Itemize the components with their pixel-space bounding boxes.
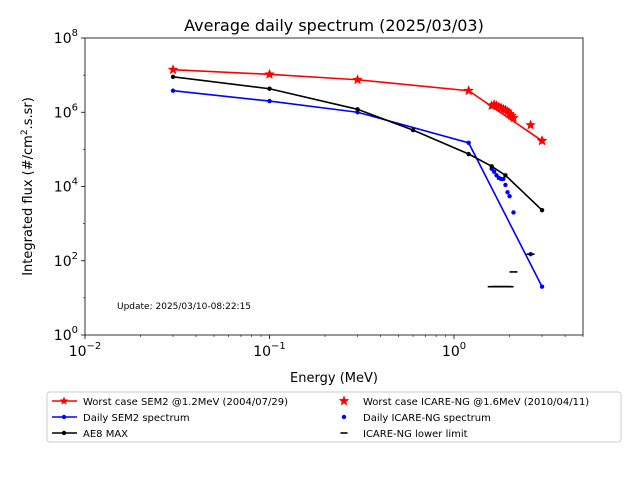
tick-exponent: −1: [271, 341, 286, 352]
data-point-dot: [466, 151, 471, 157]
data-layer: [167, 63, 548, 289]
legend-entry: Daily SEM2 spectrum: [52, 413, 190, 424]
tick-base: 10: [69, 344, 87, 360]
y-label-part: Integrated flux (#/cm: [21, 135, 36, 276]
y-tick-label: 108: [54, 28, 78, 47]
series-line: [172, 89, 543, 288]
data-point-dot: [170, 88, 176, 93]
data-point-dot: [170, 74, 176, 80]
tick-exponent: 6: [72, 102, 78, 113]
legend: Worst case SEM2 @1.2MeV (2004/07/29) Dail…: [46, 391, 622, 443]
legend-marker: [338, 395, 350, 406]
data-point-dot: [539, 207, 545, 213]
legend-entry: ICARE-NG lower limit: [340, 429, 468, 440]
tick-base: 10: [442, 344, 460, 360]
data-point-dot: [511, 210, 516, 215]
legend-label: Worst case SEM2 @1.2MeV (2004/07/29): [83, 397, 288, 408]
legend-marker: [341, 414, 347, 420]
legend-marker: [61, 414, 67, 420]
legend-label: Worst case ICARE-NG @1.6MeV (2010/04/11): [363, 397, 589, 408]
y-label-superscript: 2: [20, 129, 30, 135]
data-point-star: [536, 135, 548, 146]
data-point-star: [167, 63, 179, 75]
x-tick-label: 100: [442, 341, 466, 360]
legend-entry: Worst case ICARE-NG @1.6MeV (2010/04/11): [338, 395, 589, 408]
data-point-dot: [503, 182, 508, 188]
data-point-star: [264, 68, 275, 79]
legend-frame: [46, 391, 622, 443]
x-axis-label: Energy (MeV): [290, 371, 378, 386]
legend-label: Daily SEM2 spectrum: [83, 413, 190, 424]
tick-base: 10: [54, 254, 72, 270]
x-tick-label: 10−2: [69, 341, 102, 360]
y-tick-label: 104: [54, 177, 78, 196]
data-point-dot: [466, 140, 471, 146]
y-tick-label: 106: [54, 102, 78, 121]
data-point-dot: [489, 164, 494, 169]
data-point-dot: [501, 176, 506, 182]
data-point-dot: [505, 190, 510, 195]
legend-entry: Worst case SEM2 @1.2MeV (2004/07/29): [52, 396, 288, 408]
legend-label: ICARE-NG lower limit: [363, 429, 468, 440]
data-point-star: [525, 119, 537, 130]
tick-base: 10: [54, 105, 72, 121]
y-tick-label: 100: [54, 325, 78, 344]
legend-marker: [61, 430, 67, 436]
legend-label: AE8 MAX: [83, 429, 128, 440]
tick-exponent: 0: [460, 341, 466, 352]
data-point-dot: [507, 193, 512, 199]
series-2: [170, 88, 545, 289]
data-point-dot: [503, 173, 508, 178]
data-point-star: [508, 112, 519, 123]
tick-base: 10: [54, 31, 72, 47]
legend-entry: AE8 MAX: [52, 429, 128, 440]
tick-exponent: −2: [87, 341, 102, 352]
y-axis-label: Integrated flux (#/cm2.s.sr): [20, 97, 36, 276]
data-point-star: [352, 74, 363, 85]
series-line: [172, 76, 543, 211]
chart-title: Average daily spectrum (2025/03/03): [184, 16, 484, 35]
tick-exponent: 4: [72, 177, 78, 188]
data-point-star: [463, 85, 475, 96]
y-label-part: .s.sr): [21, 97, 36, 129]
tick-base: 10: [54, 328, 72, 344]
series-3: [489, 166, 533, 257]
y-tick-label: 102: [54, 251, 78, 270]
data-point-dot: [267, 86, 272, 91]
legend-marker: [59, 396, 69, 405]
series-1: [486, 98, 548, 146]
plot-frame: [84, 37, 584, 336]
tick-exponent: 0: [72, 325, 78, 336]
plot-area: [167, 63, 548, 289]
x-tick-label: 10−1: [253, 341, 286, 360]
data-point-dot: [267, 98, 272, 104]
series-4: [170, 74, 545, 213]
tick-base: 10: [54, 180, 72, 196]
data-point-dot: [410, 127, 416, 133]
legend-entry: Daily ICARE-NG spectrum: [341, 413, 491, 424]
data-point-dot: [539, 284, 545, 289]
tick-exponent: 8: [72, 28, 78, 39]
data-point-dot: [491, 169, 497, 174]
tick-base: 10: [253, 344, 271, 360]
tick-exponent: 2: [72, 251, 78, 262]
update-annotation: Update: 2025/03/10-08:22:15: [117, 302, 251, 312]
legend-label: Daily ICARE-NG spectrum: [363, 413, 491, 424]
series-5: [487, 253, 535, 288]
data-point-dot: [355, 107, 360, 112]
